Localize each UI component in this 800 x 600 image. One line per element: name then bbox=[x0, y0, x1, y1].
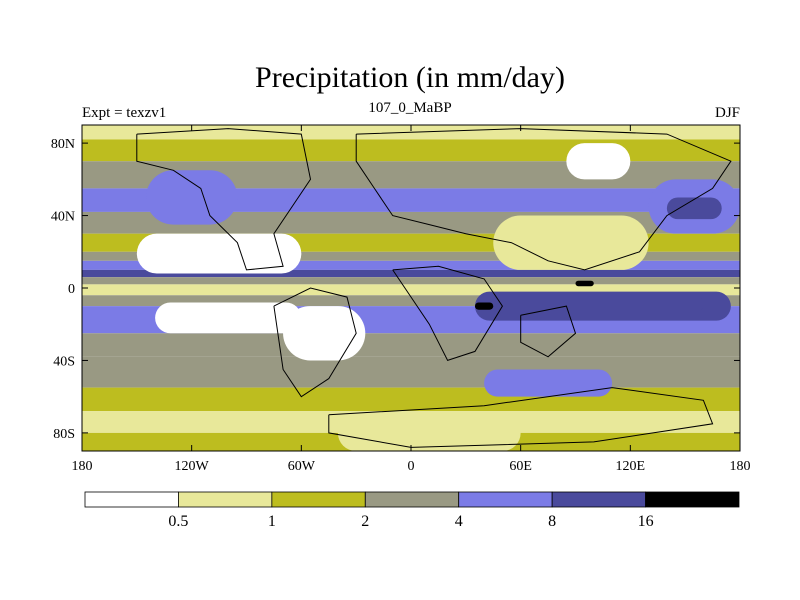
map-plot-area bbox=[81, 124, 741, 452]
colorbar-label-3: 4 bbox=[455, 513, 463, 530]
colorbar-label-4: 8 bbox=[548, 513, 556, 530]
patch-south-atlantic-dry bbox=[155, 302, 302, 334]
colorbar: 0.5 1 2 4 8 16 bbox=[84, 491, 740, 530]
chart-title: Precipitation (in mm/day) bbox=[255, 61, 565, 94]
left-string: Expt = texzv1 bbox=[82, 105, 166, 121]
coastline-africa bbox=[392, 265, 503, 362]
right-string: DJF bbox=[715, 105, 740, 121]
zonal-band-13 bbox=[82, 333, 740, 357]
coastline-south-america bbox=[273, 287, 357, 398]
zonal-band-8 bbox=[82, 269, 740, 278]
colorbar-box-grey bbox=[364, 491, 460, 508]
patch-south-america-dry bbox=[283, 306, 366, 361]
precip-field bbox=[82, 125, 740, 451]
patch-south-ocean-blue bbox=[484, 369, 613, 397]
patch-atlantic-dry-north-core bbox=[155, 242, 274, 267]
y-tick-label-1: 40N bbox=[51, 210, 75, 225]
colorbar-box-dark-blue bbox=[551, 491, 646, 508]
zonal-band-6 bbox=[82, 251, 740, 261]
x-tick-label-4: 60E bbox=[509, 459, 532, 474]
patch-pacific-wet-east bbox=[145, 170, 238, 225]
patch-antarctic-light bbox=[337, 414, 521, 451]
y-tick-label-2: 0 bbox=[68, 282, 75, 297]
coastline-north-america bbox=[136, 128, 312, 271]
coastline-australia-antarctica bbox=[328, 387, 714, 448]
center-string: 107_0_MaBP bbox=[368, 100, 451, 116]
colorbar-box-black bbox=[645, 491, 740, 508]
y-tick-label-4: 80S bbox=[53, 427, 75, 442]
zonal-band-14 bbox=[82, 356, 740, 388]
zonal-band-7 bbox=[82, 260, 740, 270]
colorbar-box-light-yellow bbox=[178, 491, 273, 508]
x-tick-label-0: 180 bbox=[72, 459, 93, 474]
zonal-band-10 bbox=[82, 284, 740, 296]
colorbar-box-olive bbox=[271, 491, 366, 508]
patch-tethys-wet-core bbox=[520, 295, 704, 314]
x-tick-label-3: 0 bbox=[408, 459, 415, 474]
patch-arctic-white bbox=[566, 143, 631, 180]
coastline-eurasia bbox=[355, 128, 732, 271]
map-axes: 180 120W 60W 0 60E 120E 180 80N 40N 0 40S 80S bbox=[51, 125, 751, 474]
colorbar-label-1: 1 bbox=[268, 513, 276, 530]
patch-asia-dry-edge bbox=[493, 215, 649, 270]
coastline-india bbox=[520, 305, 577, 358]
colorbar-box-light-blue bbox=[458, 491, 553, 508]
patch-black-spot-2 bbox=[575, 280, 594, 287]
x-tick-label-1: 120W bbox=[175, 459, 210, 474]
x-tick-label-2: 60W bbox=[288, 459, 316, 474]
colorbar-label-5: 16 bbox=[638, 513, 654, 530]
zonal-band-11 bbox=[82, 295, 740, 307]
patch-north-pacific-dark bbox=[666, 197, 722, 220]
y-tick-label-0: 80N bbox=[51, 137, 75, 152]
zonal-band-3 bbox=[82, 188, 740, 212]
x-tick-label-6: 180 bbox=[730, 459, 751, 474]
colorbar-label-2: 2 bbox=[361, 513, 369, 530]
patch-black-spot-1 bbox=[474, 302, 494, 310]
colorbar-label-0: 0.5 bbox=[168, 513, 188, 530]
zonal-band-9 bbox=[82, 277, 740, 285]
zonal-band-1 bbox=[82, 139, 740, 162]
zonal-band-15 bbox=[82, 387, 740, 412]
x-tick-label-5: 120E bbox=[616, 459, 646, 474]
y-tick-label-3: 40S bbox=[53, 354, 75, 369]
colorbar-box-white bbox=[84, 491, 179, 508]
